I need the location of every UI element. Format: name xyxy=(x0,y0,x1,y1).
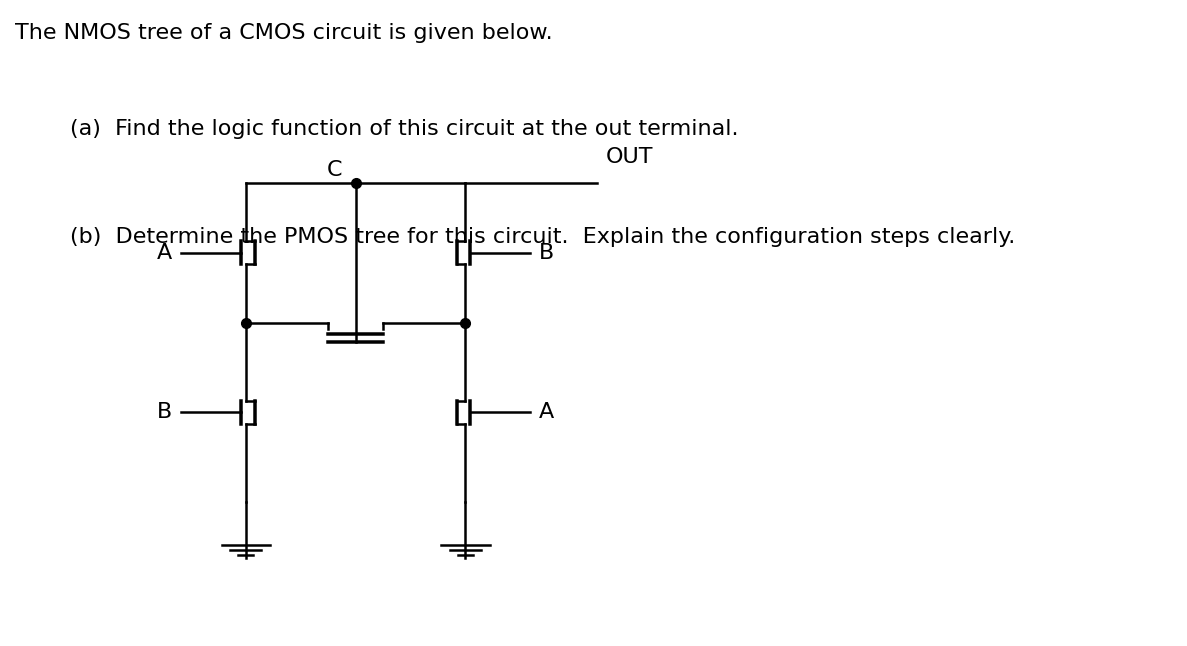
Text: (a)  Find the logic function of this circuit at the out terminal.: (a) Find the logic function of this circ… xyxy=(70,119,738,139)
Text: A: A xyxy=(157,243,172,263)
Text: B: B xyxy=(539,243,554,263)
Text: The NMOS tree of a CMOS circuit is given below.: The NMOS tree of a CMOS circuit is given… xyxy=(15,23,553,43)
Text: C: C xyxy=(326,160,342,180)
Text: OUT: OUT xyxy=(605,147,654,167)
Text: A: A xyxy=(539,402,554,422)
Text: B: B xyxy=(157,402,172,422)
Text: (b)  Determine the PMOS tree for this circuit.  Explain the configuration steps : (b) Determine the PMOS tree for this cir… xyxy=(70,227,1015,247)
